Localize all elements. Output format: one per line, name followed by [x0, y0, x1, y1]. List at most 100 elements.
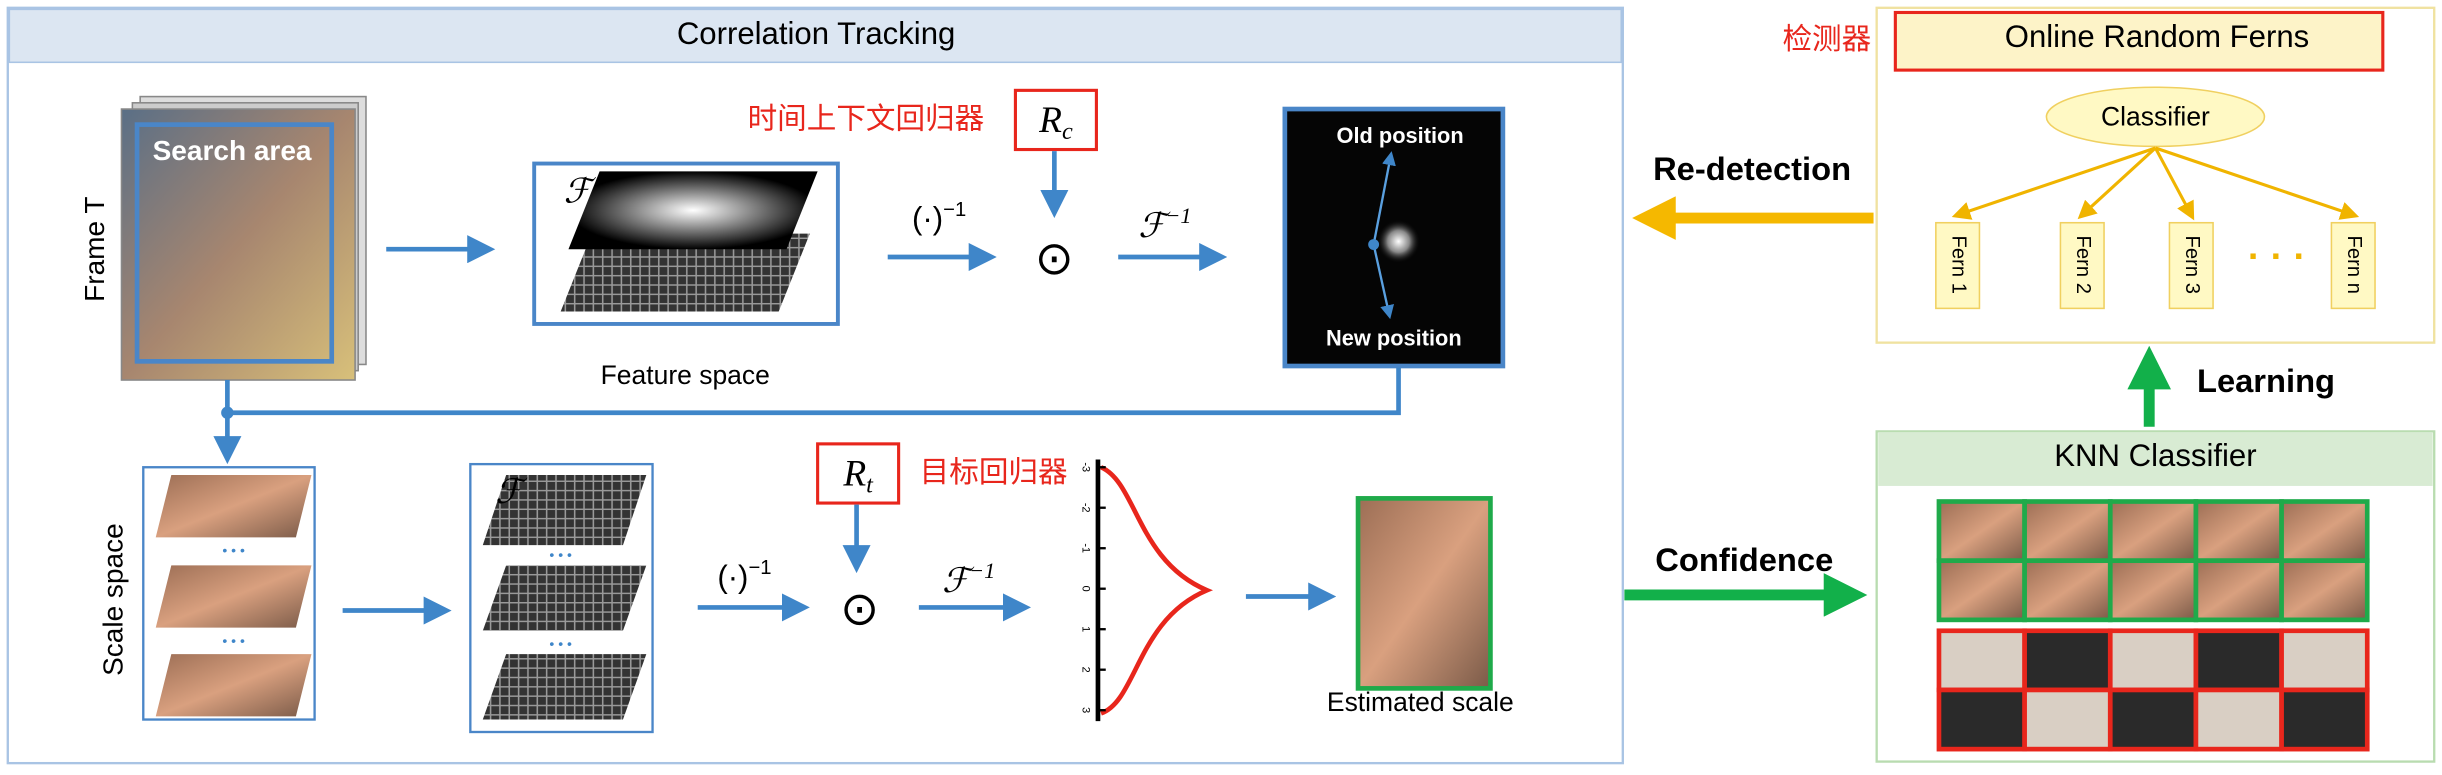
label: Scale space	[98, 523, 129, 676]
fern-label: Fern 1	[1947, 236, 1969, 294]
estimated-image	[1355, 496, 1493, 691]
math: (·)−1	[912, 199, 966, 236]
label: Classifier	[2101, 101, 2210, 131]
panel-title: Online Random Ferns	[2005, 19, 2309, 54]
peak	[1376, 219, 1421, 264]
panel-title: Correlation Tracking	[677, 16, 956, 51]
dots: • • •	[222, 542, 245, 558]
label: Confidence	[1655, 541, 1833, 578]
regressor-box	[816, 442, 901, 505]
search-box	[134, 122, 335, 364]
sample	[1936, 628, 2027, 693]
panel-title: KNN Classifier	[2054, 438, 2256, 473]
classifier-node	[2045, 86, 2266, 148]
edge	[1951, 146, 2156, 220]
tick-label: 3	[1080, 707, 1092, 713]
tick-label: 1	[1080, 626, 1092, 632]
layer	[482, 654, 647, 720]
label: 时间上下文回归器	[748, 101, 985, 135]
dot	[1368, 239, 1380, 250]
sample	[1936, 499, 2027, 564]
dots: • • •	[549, 635, 572, 651]
label: Search area	[153, 135, 312, 166]
math: Rc	[1038, 100, 1073, 145]
fern-label: Fern 3	[2181, 236, 2203, 294]
edge	[2154, 147, 2195, 221]
scale-sample	[155, 475, 312, 538]
label: Feature space	[601, 360, 770, 390]
sample	[2193, 558, 2284, 623]
layer	[482, 565, 647, 631]
tick-label: -3	[1080, 462, 1092, 472]
arrow	[1372, 244, 1395, 320]
sample	[2279, 499, 2370, 564]
sample	[2022, 687, 2113, 752]
tick-label: 2	[1080, 667, 1092, 673]
layer	[568, 171, 818, 250]
dot	[221, 406, 234, 419]
label: Learning	[2197, 362, 2335, 399]
dots: • • •	[222, 632, 245, 648]
math-base: (·)	[717, 560, 748, 595]
arrow	[1372, 151, 1396, 245]
sample	[2193, 499, 2284, 564]
math-sub: t	[866, 471, 874, 498]
label: 目标回归器	[920, 455, 1068, 489]
fern-label: Fern 2	[2072, 236, 2094, 294]
tick-label: -2	[1080, 503, 1092, 513]
sample	[1936, 687, 2027, 752]
label: Frame T	[79, 197, 110, 302]
math: ⊙	[1035, 232, 1074, 284]
dots: • • •	[549, 547, 572, 563]
math: ℱ−1	[942, 558, 995, 600]
edge	[2154, 146, 2360, 220]
math-sup: −1	[1165, 203, 1191, 228]
math-base: R	[842, 453, 866, 494]
sample	[2193, 687, 2284, 752]
gaussian: -3 -2 -1 0 1 2 3	[1080, 459, 1213, 722]
math: (·)−1	[717, 558, 771, 595]
fern-node	[2330, 221, 2376, 310]
math-sub: c	[1062, 117, 1073, 144]
label: 检测器	[1782, 22, 1871, 56]
sample	[2107, 628, 2199, 693]
regressor-box	[1013, 88, 1098, 152]
label: New position	[1326, 325, 1462, 350]
math-sup: −1	[969, 558, 995, 583]
sample	[2279, 687, 2370, 752]
panel-header	[1893, 10, 2385, 72]
sample	[2279, 628, 2370, 693]
math: ℱ−1	[1138, 203, 1191, 245]
math-sup: −1	[943, 199, 966, 221]
ellipsis: · · ·	[2248, 234, 2306, 276]
label: Estimated scale	[1327, 687, 1514, 717]
label: Re-detection	[1653, 150, 1851, 187]
sample	[2193, 628, 2284, 693]
scale-sample	[155, 654, 312, 717]
math: ⊙	[840, 582, 879, 634]
sample	[2279, 558, 2370, 623]
sample	[1936, 558, 2027, 623]
sample	[2107, 499, 2199, 564]
panel-header	[1878, 432, 2433, 486]
edge	[2077, 146, 2157, 220]
panel-header	[8, 8, 1623, 64]
math: Rt	[842, 453, 874, 498]
fern-label: Fern n	[2343, 236, 2365, 294]
sample	[2022, 499, 2113, 564]
tick-label: 0	[1080, 586, 1092, 592]
layer	[560, 233, 810, 312]
sample	[2022, 628, 2113, 693]
math-sup: −1	[748, 558, 771, 580]
frame-image	[120, 108, 356, 381]
tick-label: -1	[1080, 543, 1092, 553]
fern-node	[1935, 221, 1981, 310]
layer	[482, 475, 647, 546]
sample	[2107, 687, 2199, 752]
fern-node	[2168, 221, 2214, 310]
math-base: (·)	[912, 201, 943, 236]
math-base: R	[1038, 100, 1062, 141]
label: Old position	[1337, 123, 1464, 148]
